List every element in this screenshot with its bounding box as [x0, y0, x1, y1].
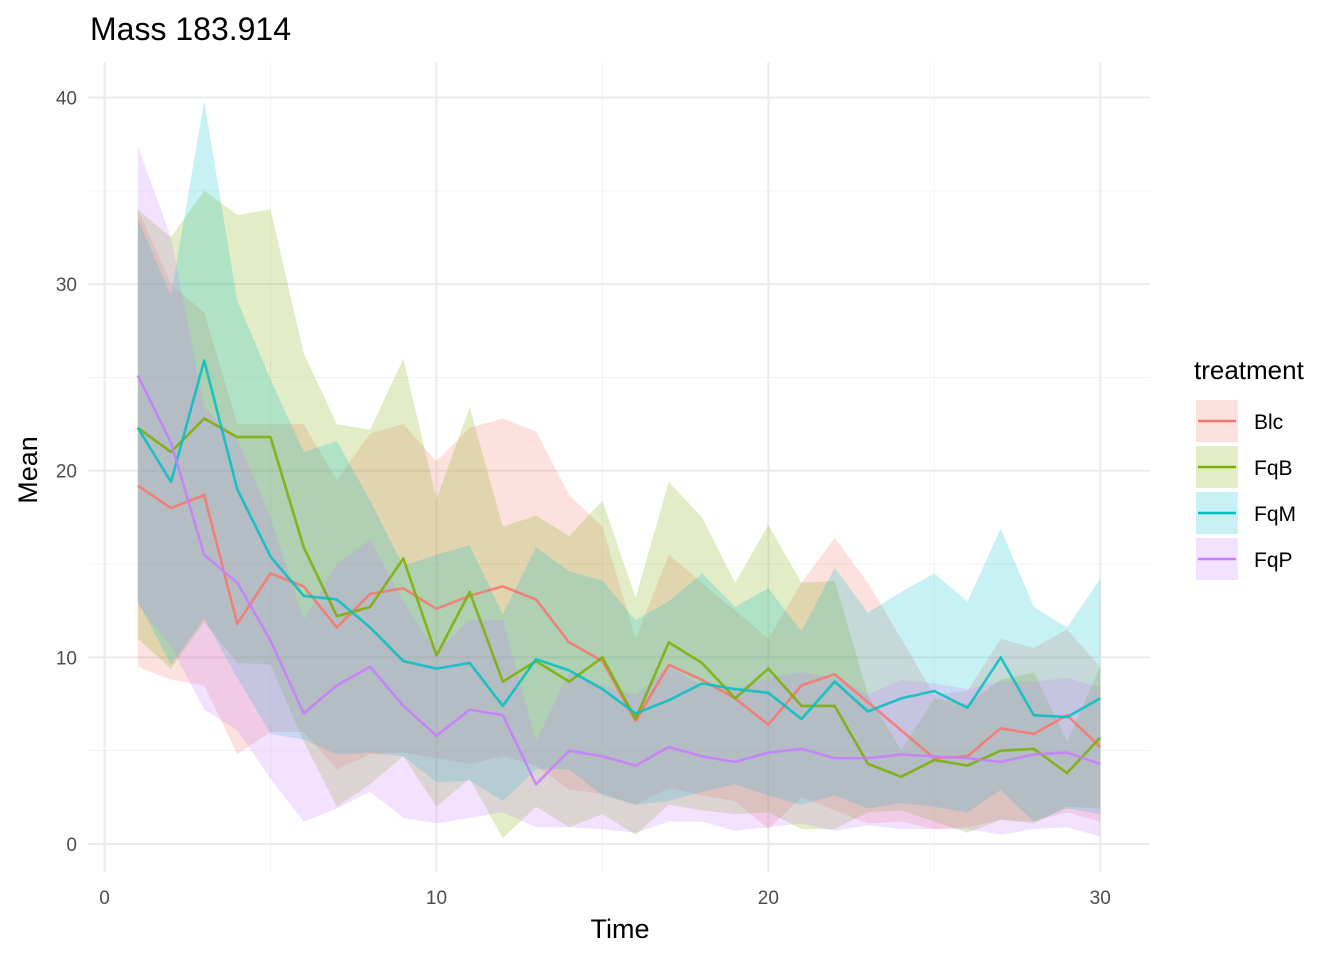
- line-fqb: [137, 417, 1102, 779]
- grid: [88, 62, 1150, 872]
- legend-label: FqB: [1254, 457, 1293, 480]
- x-tick-label: 10: [426, 888, 447, 909]
- y-axis-title: Mean: [13, 436, 43, 504]
- y-tick-label: 20: [56, 462, 77, 483]
- y-tick-label: 30: [56, 275, 77, 296]
- legend-item-blc: Blc: [1196, 400, 1283, 442]
- band-blc: [137, 209, 1101, 830]
- legend-title: treatment: [1194, 355, 1305, 385]
- legend-item-fqp: FqP: [1196, 538, 1293, 580]
- y-tick-label: 40: [56, 88, 77, 109]
- y-tick-label: 10: [56, 648, 77, 669]
- x-tick-label: 20: [758, 888, 779, 909]
- x-tick-label: 30: [1090, 888, 1111, 909]
- chart-title: Mass 183.914: [90, 11, 291, 47]
- band-fqm: [137, 101, 1101, 822]
- line-fqp: [136, 374, 1101, 786]
- legend-item-fqb: FqB: [1196, 446, 1293, 488]
- y-tick-label: 0: [66, 835, 77, 856]
- series-lines: [136, 359, 1102, 786]
- legend-label: FqP: [1254, 549, 1293, 572]
- legend-item-fqm: FqM: [1196, 492, 1296, 534]
- x-axis-title: Time: [591, 914, 650, 944]
- x-tick-label: 0: [99, 888, 110, 909]
- x-axis: 0 10 20 30: [99, 888, 1110, 909]
- legend: treatment Blc FqB FqM FqP: [1194, 355, 1305, 580]
- legend-label: Blc: [1254, 411, 1283, 434]
- band-fqp: [137, 146, 1101, 837]
- legend-label: FqM: [1254, 503, 1296, 526]
- y-axis: 0 10 20 30 40: [56, 88, 77, 856]
- line-fqm: [136, 359, 1101, 721]
